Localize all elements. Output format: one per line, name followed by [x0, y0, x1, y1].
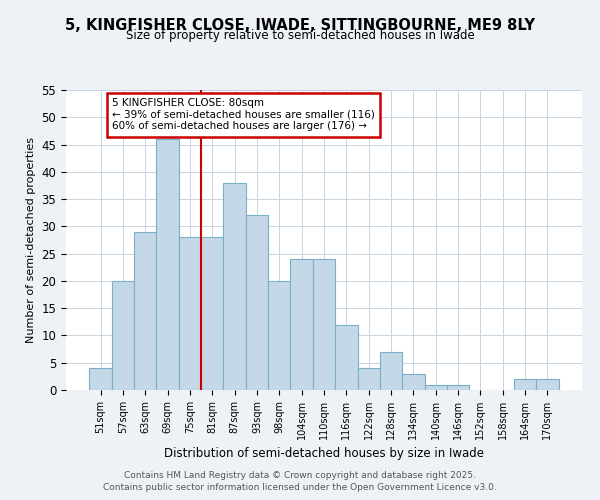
- Text: Contains HM Land Registry data © Crown copyright and database right 2025.: Contains HM Land Registry data © Crown c…: [124, 470, 476, 480]
- Bar: [536, 379, 559, 390]
- Bar: [201, 238, 223, 390]
- Bar: [425, 384, 447, 390]
- Bar: [402, 374, 425, 390]
- Bar: [134, 232, 157, 390]
- Bar: [246, 216, 268, 390]
- Bar: [157, 139, 179, 390]
- Bar: [335, 324, 358, 390]
- Text: 5, KINGFISHER CLOSE, IWADE, SITTINGBOURNE, ME9 8LY: 5, KINGFISHER CLOSE, IWADE, SITTINGBOURN…: [65, 18, 535, 32]
- Bar: [358, 368, 380, 390]
- Bar: [313, 259, 335, 390]
- Text: 5 KINGFISHER CLOSE: 80sqm
← 39% of semi-detached houses are smaller (116)
60% of: 5 KINGFISHER CLOSE: 80sqm ← 39% of semi-…: [112, 98, 374, 132]
- Bar: [112, 281, 134, 390]
- Bar: [290, 259, 313, 390]
- Bar: [514, 379, 536, 390]
- Y-axis label: Number of semi-detached properties: Number of semi-detached properties: [26, 137, 36, 343]
- Bar: [223, 182, 246, 390]
- Bar: [380, 352, 402, 390]
- Bar: [89, 368, 112, 390]
- X-axis label: Distribution of semi-detached houses by size in Iwade: Distribution of semi-detached houses by …: [164, 448, 484, 460]
- Bar: [268, 281, 290, 390]
- Text: Contains public sector information licensed under the Open Government Licence v3: Contains public sector information licen…: [103, 483, 497, 492]
- Text: Size of property relative to semi-detached houses in Iwade: Size of property relative to semi-detach…: [125, 29, 475, 42]
- Bar: [179, 238, 201, 390]
- Bar: [447, 384, 469, 390]
